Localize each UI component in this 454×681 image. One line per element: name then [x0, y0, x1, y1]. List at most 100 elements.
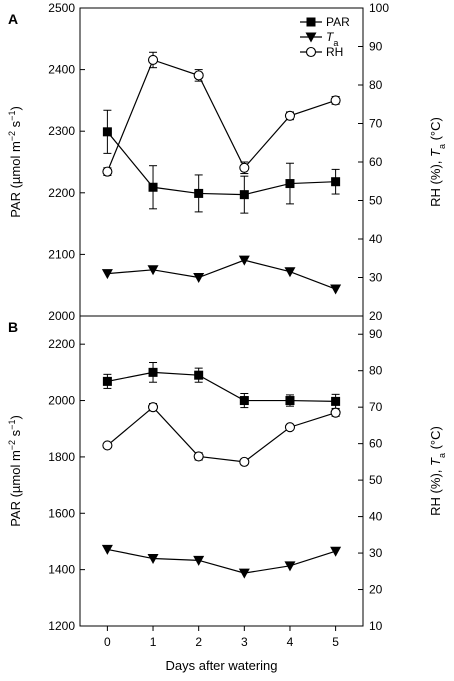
series-ta [101, 544, 342, 579]
left-tick-label: 2100 [48, 247, 75, 261]
data-point [147, 265, 159, 276]
right-tick-label: 30 [369, 271, 383, 285]
legend-marker [305, 46, 317, 58]
data-point [285, 396, 295, 406]
data-point [193, 273, 205, 283]
data-point [148, 367, 158, 377]
data-point [238, 568, 250, 579]
right-tick-label: 80 [369, 364, 383, 378]
x-tick-label: 5 [332, 635, 339, 649]
right-axis-label: RH (%), Ta (°C) [428, 426, 447, 516]
left-tick-label: 2200 [48, 186, 75, 200]
x-tick-label: 2 [195, 635, 202, 649]
data-point [330, 407, 341, 418]
right-tick-label: 60 [369, 437, 383, 451]
right-tick-label: 100 [369, 1, 389, 15]
left-axis-label: PAR (µmol m−2 s−1) [7, 106, 23, 218]
legend-label: PAR [326, 15, 350, 29]
right-tick-label: 80 [369, 78, 383, 92]
data-point [193, 451, 204, 462]
right-axis-label: RH (%), Ta (°C) [428, 117, 447, 207]
panel-label: B [8, 319, 18, 335]
series-par [102, 109, 341, 214]
data-point [284, 561, 296, 572]
x-tick-label: 4 [287, 635, 294, 649]
x-tick-label: 0 [104, 635, 111, 649]
data-point [239, 162, 250, 173]
data-point [238, 255, 250, 266]
left-axis-label: PAR (µmol m−2 s−1) [7, 415, 23, 527]
left-tick-label: 2300 [48, 124, 75, 138]
series-line [107, 406, 336, 463]
data-point [193, 70, 204, 81]
series-line [107, 548, 336, 574]
left-tick-label: 2400 [48, 63, 75, 77]
right-tick-label: 40 [369, 510, 383, 524]
right-tick-label: 50 [369, 473, 383, 487]
series-line [107, 259, 336, 290]
plot-frame [79, 7, 364, 317]
right-tick-label: 30 [369, 546, 383, 560]
series-rh [102, 402, 341, 467]
series-line [107, 371, 336, 402]
data-point [147, 554, 159, 565]
panel-a: A 2000 2100 2200 2300 2400 2500 20 30 40 50 60 70 80 9… [7, 1, 447, 323]
left-tick-label: 1600 [48, 506, 75, 520]
data-point [102, 166, 113, 177]
series-line [106, 59, 336, 172]
left-tick-label: 1800 [48, 450, 75, 464]
legend-marker [305, 32, 317, 43]
left-tick-label: 2000 [48, 309, 75, 323]
data-point [147, 402, 159, 413]
x-axis-label: Days after watering [166, 658, 278, 673]
right-tick-label: 20 [369, 583, 383, 597]
plot-frame [79, 315, 364, 627]
left-tick-label: 2200 [48, 337, 75, 351]
left-tick-label: 2500 [48, 1, 75, 15]
panel-b: B 1200 1400 1600 1800 2000 2200 10 20 30 40 50 60 70 8… [7, 315, 447, 633]
x-tick-label: 1 [150, 635, 157, 649]
series-ta [101, 255, 342, 295]
data-point [284, 422, 296, 433]
data-point [194, 188, 204, 198]
right-tick-label: 40 [369, 232, 383, 246]
data-point [239, 456, 250, 467]
data-point [330, 546, 342, 557]
data-point [101, 544, 113, 555]
data-point [194, 370, 204, 380]
data-point [239, 190, 249, 200]
right-tick-label: 10 [369, 619, 383, 633]
panel-label: A [8, 11, 18, 27]
x-tick-label: 3 [241, 635, 248, 649]
right-tick-label: 60 [369, 155, 383, 169]
data-point [331, 396, 341, 406]
legend-label: RH [326, 45, 343, 59]
data-point [102, 440, 113, 451]
legend-label: Ta [326, 30, 338, 48]
data-point [239, 396, 249, 406]
data-point [147, 54, 159, 66]
data-point [284, 267, 296, 278]
right-tick-label: 20 [369, 309, 383, 323]
data-point [102, 376, 112, 386]
right-tick-label: 90 [369, 40, 383, 54]
data-point [101, 269, 113, 280]
data-point [285, 179, 295, 189]
legend-marker [306, 17, 316, 27]
right-tick-label: 90 [369, 327, 383, 341]
left-tick-label: 1200 [48, 619, 75, 633]
right-tick-label: 50 [369, 194, 383, 208]
data-point [331, 177, 341, 187]
left-tick-label: 2000 [48, 394, 75, 408]
series-rh [102, 51, 341, 177]
series-line [106, 131, 336, 196]
data-point [284, 110, 296, 121]
data-point [102, 127, 112, 137]
series-par [102, 362, 341, 409]
right-tick-label: 70 [369, 400, 383, 414]
data-point [330, 284, 342, 295]
right-tick-label: 70 [369, 117, 383, 131]
left-tick-label: 1400 [48, 563, 75, 577]
